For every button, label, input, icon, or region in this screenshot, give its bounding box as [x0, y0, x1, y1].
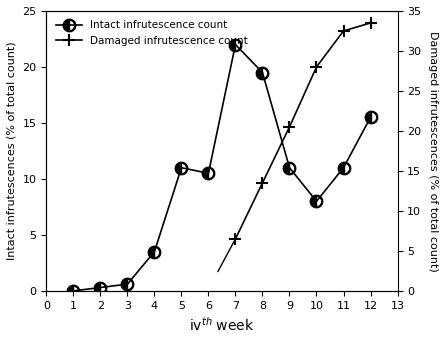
Damaged infrutescence count: [260, 181, 265, 185]
Intact infrutescence count: [260, 71, 265, 75]
Intact infrutescence count: [206, 171, 211, 175]
Intact infrutescence count: [71, 289, 76, 293]
Intact infrutescence count: [152, 250, 157, 254]
Legend: Intact infrutescence count, Damaged infrutescence count: Intact infrutescence count, Damaged infr…: [52, 16, 252, 50]
Intact infrutescence count: [125, 282, 130, 286]
Intact infrutescence count: [314, 199, 319, 203]
Damaged infrutescence count: [314, 65, 319, 69]
Y-axis label: Intact infrutescences (% of total count): Intact infrutescences (% of total count): [7, 42, 17, 260]
Y-axis label: Damaged infrutescences (% of total count): Damaged infrutescences (% of total count…: [428, 31, 438, 271]
Intact infrutescence count: [233, 43, 238, 47]
Intact infrutescence count: [287, 166, 292, 170]
Intact infrutescence count: [368, 115, 373, 119]
Damaged infrutescence count: [233, 237, 238, 241]
Intact infrutescence count: [98, 285, 103, 290]
Line: Damaged infrutescence count: Damaged infrutescence count: [229, 17, 377, 245]
Damaged infrutescence count: [341, 29, 346, 33]
Damaged infrutescence count: [287, 125, 292, 129]
X-axis label: iv$^{th}$ week: iv$^{th}$ week: [189, 316, 255, 334]
Intact infrutescence count: [341, 166, 346, 170]
Line: Intact infrutescence count: Intact infrutescence count: [67, 38, 377, 297]
Damaged infrutescence count: [368, 21, 373, 25]
Intact infrutescence count: [179, 166, 184, 170]
